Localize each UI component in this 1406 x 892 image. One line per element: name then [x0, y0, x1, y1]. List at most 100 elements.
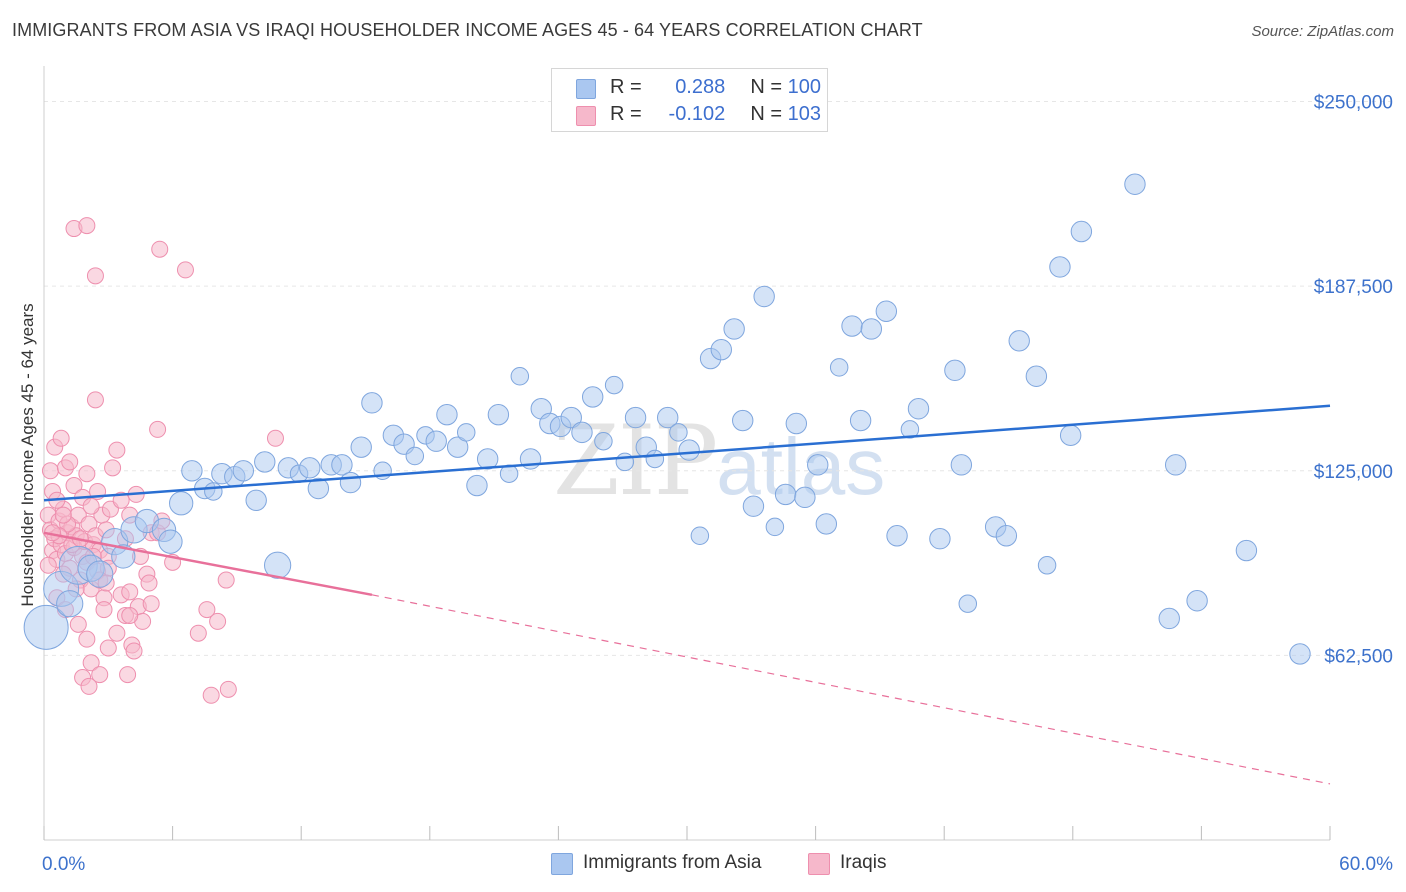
y-tick-label: $250,000	[1314, 93, 1393, 114]
asia-point	[657, 406, 679, 429]
iraqis-point	[80, 677, 98, 695]
iraqis-point	[39, 556, 57, 574]
x-tick-label: 60.0%	[1339, 854, 1393, 875]
asia-point	[1070, 220, 1093, 243]
asia-point	[732, 409, 754, 432]
iraqis-point	[41, 462, 59, 480]
source-label[interactable]: Source: ZipAtlas.com	[1251, 23, 1394, 40]
asia-point	[232, 460, 255, 482]
asia-point	[23, 604, 69, 650]
iraqis-point	[82, 654, 100, 672]
iraqis-point	[142, 595, 160, 613]
asia-point	[204, 482, 223, 501]
asia-point	[56, 590, 84, 618]
asia-point	[245, 489, 267, 512]
asia-point	[604, 375, 624, 395]
asia-trend-line	[43, 404, 1331, 502]
r-label: R =	[610, 76, 642, 98]
iraqis-point	[209, 612, 227, 630]
asia-point	[815, 513, 838, 535]
iraqis-point	[121, 583, 139, 601]
iraqis-point	[266, 429, 284, 447]
asia-point	[723, 318, 745, 340]
asia-point	[785, 412, 808, 435]
asia-point	[1049, 256, 1071, 278]
iraqis-point	[82, 497, 100, 515]
asia-point	[510, 367, 530, 386]
asia-point	[774, 483, 797, 506]
asia-point	[944, 359, 966, 382]
iraqis-point	[112, 491, 130, 509]
asia-point	[753, 285, 775, 308]
iraqis-point	[125, 642, 143, 660]
asia-point	[710, 338, 732, 361]
asia-point	[615, 452, 635, 472]
asia-point	[339, 471, 362, 494]
asia-points	[23, 173, 1311, 665]
iraqis-point	[52, 429, 70, 447]
asia-point	[807, 454, 829, 476]
iraqis-point	[86, 391, 104, 409]
asia-point	[466, 474, 488, 497]
iraqis-point	[217, 571, 235, 589]
n-label: N =	[750, 76, 783, 98]
bottom-legend-label-iraqis: Iraqis	[840, 852, 887, 873]
iraqis-point	[219, 680, 237, 698]
asia-point	[446, 436, 469, 458]
asia-point	[425, 430, 447, 452]
asia-point	[1124, 173, 1146, 195]
asia-point	[456, 423, 476, 442]
asia-point	[581, 386, 604, 408]
asia-point	[1164, 454, 1187, 476]
iraqis-point	[140, 574, 158, 592]
iraqis-point	[91, 666, 109, 684]
asia-point	[361, 392, 383, 414]
iraqis-point	[198, 601, 216, 619]
iraqis-point	[119, 666, 137, 684]
asia-point	[158, 529, 183, 554]
asia-point	[487, 403, 510, 426]
asia-point	[841, 315, 863, 337]
asia-point	[900, 420, 920, 439]
asia-point	[950, 454, 973, 476]
asia-point	[794, 486, 816, 509]
iraqis-point	[151, 240, 169, 258]
asia-point	[765, 517, 785, 537]
asia-point	[678, 439, 700, 461]
asia-point	[1059, 424, 1082, 447]
trend-lines	[43, 404, 1331, 785]
bottom-legend-swatch-asia	[551, 853, 573, 875]
r-value-iraqis: -0.102	[668, 103, 726, 125]
iraqis-point	[54, 506, 72, 524]
asia-point	[1289, 643, 1311, 665]
iraqis-point	[65, 477, 83, 495]
iraqis-point	[95, 601, 113, 619]
asia-point	[350, 436, 372, 458]
iraqis-points	[39, 217, 284, 704]
legend-text-iraqis: R = -0.102 N = 103	[610, 103, 821, 126]
asia-point	[594, 431, 613, 451]
iraqis-point	[78, 217, 96, 235]
legend-swatch-iraqis	[576, 106, 596, 126]
asia-point	[1158, 607, 1180, 630]
iraqis-point	[149, 420, 167, 438]
iraqis-trend-line	[43, 531, 373, 597]
asia-point	[86, 560, 114, 588]
asia-point	[875, 300, 898, 322]
asia-point	[264, 551, 292, 579]
asia-point	[254, 451, 276, 473]
asia-point	[929, 528, 951, 550]
asia-point	[742, 495, 765, 517]
asia-point	[436, 403, 458, 426]
asia-point	[1037, 556, 1057, 575]
correlation-legend: R = 0.288 N = 100 R = -0.102 N = 103	[551, 68, 828, 132]
r-value-asia: 0.288	[675, 76, 726, 98]
n-value-asia: 100	[787, 76, 821, 98]
asia-point	[169, 491, 194, 516]
iraqis-point	[99, 639, 117, 657]
asia-point	[829, 358, 849, 377]
iraqis-point	[61, 453, 79, 471]
y-tick-label: $125,000	[1314, 462, 1393, 483]
asia-point	[111, 544, 136, 569]
asia-point	[690, 526, 710, 545]
